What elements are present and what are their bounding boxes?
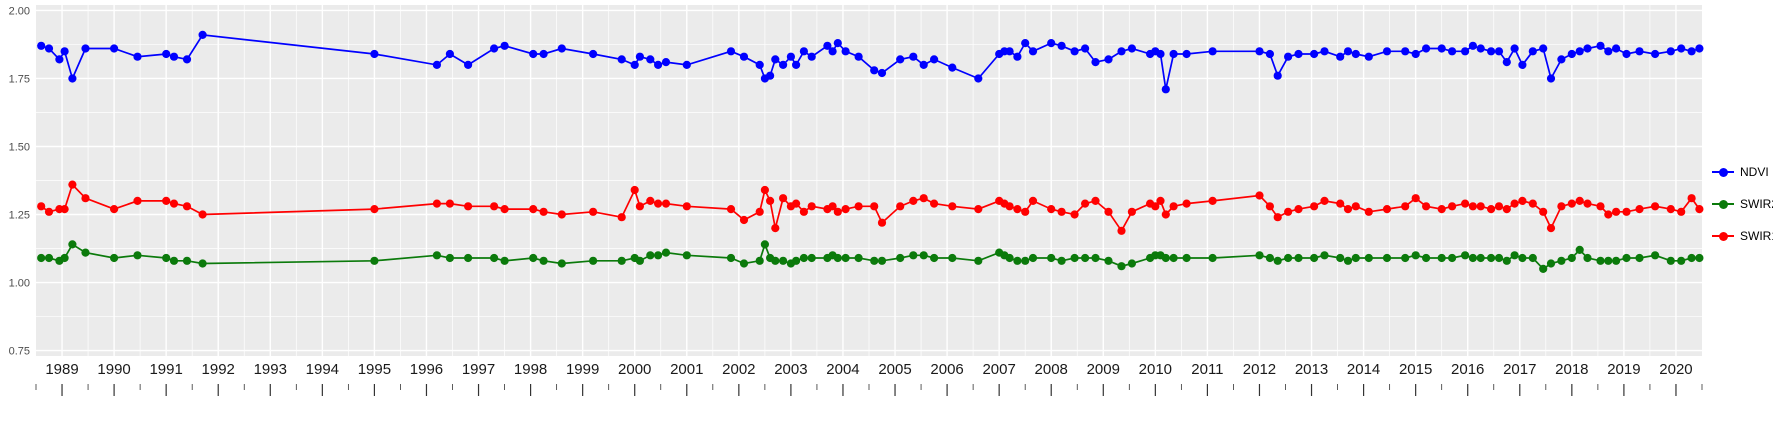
x-tick-label: 2013 [1295,361,1328,378]
legend-item-swir2: SWIR2 [1712,196,1773,211]
legend-item-swir1: SWIR1 [1712,228,1773,243]
x-tick-label: 2020 [1659,361,1692,378]
x-tick-label: 2007 [982,361,1015,378]
x-tick-label: 2014 [1347,361,1380,378]
series-swir1-points [37,180,1704,235]
y-tick-label: 1.75 [9,73,30,85]
x-tick-label: 2019 [1607,361,1640,378]
x-tick-label: 2008 [1035,361,1068,378]
x-tick-label: 1997 [462,361,495,378]
x-tick-label: 1992 [202,361,235,378]
y-tick-label: 2.00 [9,5,30,17]
legend: NDVI SWIR2 SWIR1 [1712,164,1773,243]
legend-key-swir1-icon [1712,229,1734,243]
series-ndvi-points [37,30,1704,94]
x-tick-label: 2002 [722,361,755,378]
y-tick-label: 0.75 [9,346,30,358]
grid-minor [36,5,1702,356]
x-tick-label: 2011 [1191,361,1223,378]
x-tick-label: 2006 [930,361,963,378]
x-tick-label: 2003 [774,361,807,378]
x-tick-label: 1993 [254,361,287,378]
legend-key-swir2-icon [1712,197,1734,211]
x-tick-label: 2010 [1139,361,1172,378]
x-tick-label: 2000 [618,361,651,378]
legend-label-swir2: SWIR2 [1740,196,1773,211]
x-tick-label: 1989 [45,361,78,378]
grid-major [36,5,1702,356]
x-tick-label: 2017 [1503,361,1536,378]
y-tick-label: 1.00 [9,278,30,290]
y-tick-label: 1.25 [9,210,30,222]
legend-label-ndvi: NDVI [1740,164,1769,179]
x-tick-label: 2018 [1555,361,1588,378]
x-tick-label: 1999 [566,361,599,378]
x-tick-label: 2009 [1087,361,1120,378]
x-tick-label: 1995 [358,361,391,378]
y-axis: 0.75 1.00 1.25 1.50 1.75 2.00 [9,5,30,357]
legend-label-swir1: SWIR1 [1740,228,1773,243]
x-axis-ticks [35,384,1703,396]
y-tick-label: 1.50 [9,141,30,153]
x-tick-label: 1990 [97,361,130,378]
series-swir2-points [37,240,1704,273]
legend-key-ndvi-icon [1712,165,1734,179]
x-tick-label: 1998 [514,361,547,378]
x-tick-label: 2001 [670,361,703,378]
x-tick-label: 2016 [1451,361,1484,378]
x-tick-label: 1996 [410,361,443,378]
x-axis: 1989 1990 1991 1992 1993 1994 1995 1996 1997 1998… [45,361,1692,378]
x-tick-label: 1991 [149,361,182,378]
x-tick-label: 2012 [1243,361,1276,378]
x-tick-label: 2004 [826,361,859,378]
x-tick-label: 2005 [878,361,911,378]
legend-item-ndvi: NDVI [1712,164,1773,179]
x-tick-label: 1994 [306,361,339,378]
x-tick-label: 2015 [1399,361,1432,378]
